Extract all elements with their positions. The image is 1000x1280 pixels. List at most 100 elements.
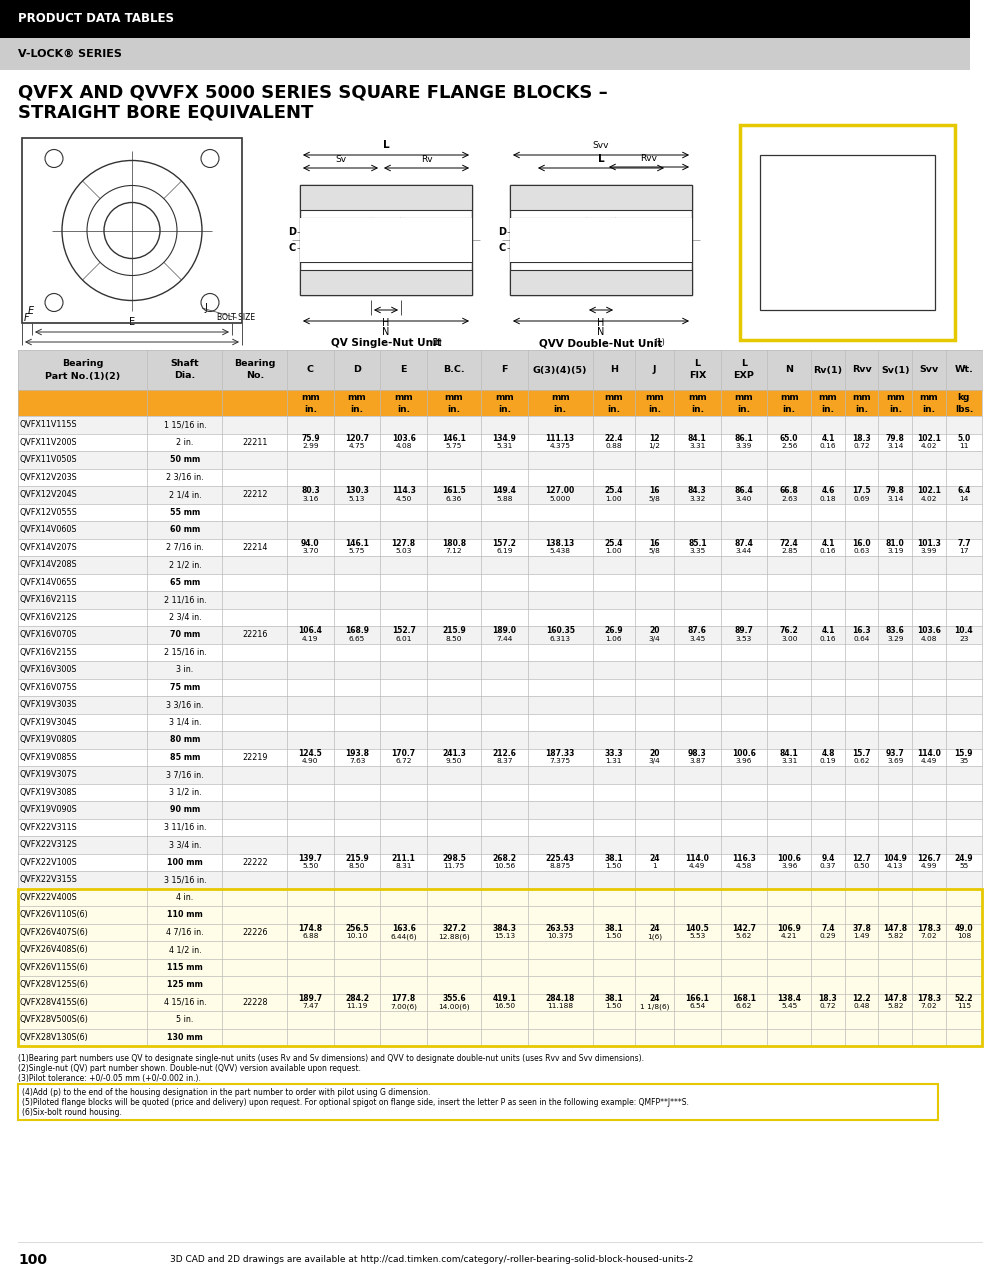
Text: 0.16: 0.16 bbox=[820, 443, 836, 449]
Text: QVFX14V207S: QVFX14V207S bbox=[20, 543, 78, 552]
Text: 256.5: 256.5 bbox=[345, 924, 369, 933]
Text: 18.3: 18.3 bbox=[819, 993, 837, 1002]
Text: 2 11/16 in.: 2 11/16 in. bbox=[164, 595, 206, 604]
Text: 6.65: 6.65 bbox=[349, 636, 365, 641]
Text: 177.8: 177.8 bbox=[391, 993, 416, 1002]
Text: F: F bbox=[129, 349, 135, 360]
Bar bbox=[18, 888, 982, 1046]
Bar bbox=[18, 731, 982, 749]
Text: E: E bbox=[28, 306, 34, 316]
Text: PRODUCT DATA TABLES: PRODUCT DATA TABLES bbox=[18, 13, 174, 26]
Text: 5.75: 5.75 bbox=[446, 443, 462, 449]
Text: 7.375: 7.375 bbox=[550, 758, 571, 764]
Text: F: F bbox=[501, 366, 508, 375]
Text: EXP: EXP bbox=[733, 371, 754, 380]
Text: 193.8: 193.8 bbox=[345, 749, 369, 758]
Text: 3 3/16 in.: 3 3/16 in. bbox=[166, 700, 204, 709]
Text: Wt.: Wt. bbox=[954, 366, 973, 375]
Text: 5/8: 5/8 bbox=[649, 495, 661, 502]
Text: 80.3: 80.3 bbox=[301, 486, 320, 495]
Text: 25.4: 25.4 bbox=[605, 486, 623, 495]
Text: J: J bbox=[204, 303, 207, 314]
Text: 178.3: 178.3 bbox=[917, 924, 941, 933]
Text: 3.00: 3.00 bbox=[781, 636, 797, 641]
Text: 2 3/4 in.: 2 3/4 in. bbox=[169, 613, 201, 622]
Text: 0.16: 0.16 bbox=[820, 636, 836, 641]
Text: 33.3: 33.3 bbox=[605, 749, 623, 758]
Text: J: J bbox=[653, 366, 656, 375]
Text: 4.58: 4.58 bbox=[736, 863, 752, 869]
Bar bbox=[18, 959, 982, 975]
Text: 384.3: 384.3 bbox=[493, 924, 517, 933]
Bar bbox=[18, 854, 982, 870]
Bar bbox=[18, 434, 982, 451]
Text: 189.7: 189.7 bbox=[298, 993, 322, 1002]
Text: 142.7: 142.7 bbox=[732, 924, 756, 933]
Text: 3.40: 3.40 bbox=[736, 495, 752, 502]
Text: 16: 16 bbox=[649, 539, 660, 548]
Bar bbox=[18, 1084, 938, 1120]
Text: 166.1: 166.1 bbox=[685, 993, 709, 1002]
Text: 215.9: 215.9 bbox=[345, 854, 369, 863]
Text: 10.4: 10.4 bbox=[955, 626, 973, 635]
Text: 7.02: 7.02 bbox=[921, 933, 937, 940]
Text: (5)Piloted flange blocks will be quoted (price and delivery) upon request. For o: (5)Piloted flange blocks will be quoted … bbox=[22, 1098, 689, 1107]
Text: 4 in.: 4 in. bbox=[176, 892, 194, 901]
Text: 8.31: 8.31 bbox=[395, 863, 412, 869]
Bar bbox=[18, 349, 982, 390]
Text: FIX: FIX bbox=[689, 371, 706, 380]
Text: Rv(1): Rv(1) bbox=[813, 366, 843, 375]
Text: 130 mm: 130 mm bbox=[167, 1033, 203, 1042]
Bar bbox=[18, 660, 982, 678]
Text: 8.875: 8.875 bbox=[550, 863, 571, 869]
Text: 3.39: 3.39 bbox=[736, 443, 752, 449]
Text: QVFX14V208S: QVFX14V208S bbox=[20, 561, 78, 570]
Text: QVFX16V075S: QVFX16V075S bbox=[20, 682, 78, 691]
Text: (1)Bearing part numbers use QV to designate single-nut units (uses Rv and Sv dim: (1)Bearing part numbers use QV to design… bbox=[18, 1053, 644, 1062]
Text: mm: mm bbox=[780, 393, 799, 402]
Text: Rv: Rv bbox=[421, 155, 432, 164]
Text: QVFX28V125S(6): QVFX28V125S(6) bbox=[20, 980, 89, 989]
Text: 1.06: 1.06 bbox=[606, 636, 622, 641]
Bar bbox=[18, 608, 982, 626]
Text: mm: mm bbox=[445, 393, 463, 402]
Text: QVFX16V212S: QVFX16V212S bbox=[20, 613, 78, 622]
Text: 52.2: 52.2 bbox=[955, 993, 973, 1002]
Bar bbox=[18, 591, 982, 608]
Text: 116.3: 116.3 bbox=[732, 854, 756, 863]
Text: Rvv: Rvv bbox=[852, 366, 872, 375]
Text: 102.1: 102.1 bbox=[917, 434, 941, 443]
Text: 22228: 22228 bbox=[242, 997, 268, 1007]
Text: 103.6: 103.6 bbox=[917, 626, 941, 635]
Text: 355.6: 355.6 bbox=[442, 993, 466, 1002]
Text: 168.9: 168.9 bbox=[345, 626, 369, 635]
Text: 1(6): 1(6) bbox=[647, 933, 662, 940]
Text: 3 11/16 in.: 3 11/16 in. bbox=[164, 823, 206, 832]
Text: E: E bbox=[400, 366, 407, 375]
Text: 55: 55 bbox=[959, 863, 969, 869]
Text: 4.6: 4.6 bbox=[821, 486, 835, 495]
Text: (3)Pilot tolerance: +0/-0.05 mm (+0/-0.002 in.).: (3)Pilot tolerance: +0/-0.05 mm (+0/-0.0… bbox=[18, 1074, 201, 1083]
Text: 3 7/16 in.: 3 7/16 in. bbox=[166, 771, 204, 780]
Text: 5.50: 5.50 bbox=[302, 863, 319, 869]
Bar bbox=[18, 993, 982, 1011]
Text: 1.31: 1.31 bbox=[606, 758, 622, 764]
Bar bbox=[18, 696, 982, 713]
Text: 102.1: 102.1 bbox=[917, 486, 941, 495]
Text: 66.8: 66.8 bbox=[780, 486, 799, 495]
Text: QVFX19V090S: QVFX19V090S bbox=[20, 805, 78, 814]
Text: 130.3: 130.3 bbox=[345, 486, 369, 495]
Text: 87.4: 87.4 bbox=[734, 539, 753, 548]
Text: 178.3: 178.3 bbox=[917, 993, 941, 1002]
Text: 7.63: 7.63 bbox=[349, 758, 365, 764]
Text: mm: mm bbox=[604, 393, 623, 402]
Text: QVFX22V315S: QVFX22V315S bbox=[20, 876, 78, 884]
Bar bbox=[510, 218, 692, 262]
Text: Part No.(1)(2): Part No.(1)(2) bbox=[45, 371, 120, 380]
Text: mm: mm bbox=[645, 393, 664, 402]
Text: 3.35: 3.35 bbox=[689, 548, 705, 554]
Text: (4)Add (p) to the end of the housing designation in the part number to order wit: (4)Add (p) to the end of the housing des… bbox=[22, 1088, 430, 1097]
Text: 4.1: 4.1 bbox=[821, 434, 835, 443]
Text: G(3)(4)(5): G(3)(4)(5) bbox=[533, 366, 587, 375]
Text: 11.75: 11.75 bbox=[443, 863, 465, 869]
